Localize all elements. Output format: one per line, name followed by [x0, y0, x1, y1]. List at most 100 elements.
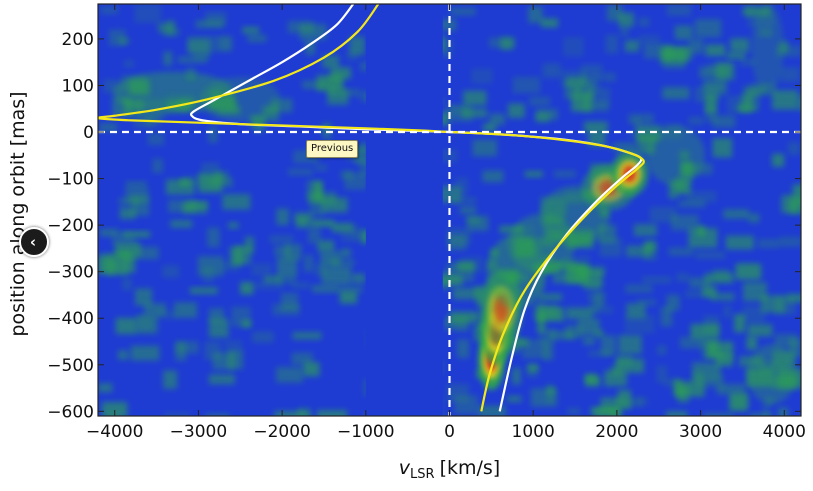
noise-cell [482, 170, 504, 183]
noise-cell [587, 280, 600, 299]
noise-cell [788, 142, 800, 155]
y-tick-label: 200 [62, 30, 94, 50]
noise-cell [335, 285, 363, 293]
noise-cell [242, 26, 260, 34]
noise-cell [462, 108, 488, 118]
noise-cell [618, 335, 642, 355]
noise-cell [305, 39, 316, 55]
noise-cell [209, 318, 229, 338]
noise-cell [177, 56, 208, 63]
noise-cell [624, 40, 640, 52]
noise-cell [263, 275, 282, 283]
noise-cell [617, 389, 632, 410]
noise-cell [308, 227, 321, 244]
noise-cell [478, 405, 506, 416]
noise-cell [589, 296, 599, 314]
noise-cell [152, 158, 163, 173]
noise-cell [628, 131, 640, 139]
noise-cell [299, 24, 327, 40]
noise-cell [674, 25, 693, 40]
noise-cell [512, 76, 541, 94]
noise-cell [588, 350, 612, 357]
noise-cell [746, 336, 758, 350]
noise-cell [792, 184, 801, 204]
noise-cell [512, 367, 521, 385]
noise-cell [173, 302, 197, 318]
previous-button[interactable]: ‹ [19, 227, 49, 257]
emission-blob-halo [751, 4, 784, 93]
noise-cell [247, 34, 267, 43]
noise-cell [163, 370, 178, 389]
noise-cell [130, 345, 160, 361]
noise-cell [692, 372, 703, 384]
noise-cell [603, 72, 616, 82]
noise-cell [702, 285, 717, 297]
noise-cell [662, 87, 690, 100]
noise-cell [443, 317, 468, 330]
noise-cell [743, 282, 767, 302]
noise-cell [163, 51, 173, 66]
noise-cell [450, 7, 476, 16]
noise-cell [208, 126, 218, 143]
noise-cell [712, 138, 733, 158]
x-axis-label-main: v [399, 457, 411, 479]
noise-cell [726, 52, 746, 59]
noise-cell [676, 273, 690, 282]
noise-cell [175, 341, 199, 354]
noise-cell [590, 406, 618, 416]
x-tick-label: 4000 [763, 422, 806, 442]
noise-cell [122, 277, 132, 291]
noise-cell [588, 131, 606, 147]
x-tick-label: 2000 [595, 422, 638, 442]
noise-cell [723, 304, 732, 319]
noise-cell [115, 317, 137, 335]
noise-cell [339, 291, 358, 304]
noise-cell [312, 285, 337, 293]
noise-cell [499, 225, 524, 234]
noise-cell [252, 331, 274, 343]
noise-cell [563, 37, 584, 57]
noise-cell [585, 376, 601, 387]
noise-cell [202, 266, 215, 283]
y-axis-label: position along orbit [mas] [7, 91, 29, 336]
noise-cell [584, 88, 611, 106]
noise-cell [121, 255, 136, 274]
noise-cell [314, 181, 323, 201]
noise-cell [314, 164, 328, 171]
noise-cell [642, 276, 672, 284]
noise-cell [217, 36, 232, 52]
axis-ticks: −4000 −3000 −2000 −1000 0 1000 2000 3000 4000200… [47, 4, 806, 442]
noise-cell [707, 63, 732, 74]
noise-cell [628, 113, 654, 124]
noise-cell [761, 403, 771, 416]
noise-cell [703, 315, 720, 334]
noise-cell [255, 281, 284, 290]
chevron-left-icon: ‹ [29, 232, 37, 251]
noise-cell [189, 287, 218, 294]
noise-cell [688, 228, 718, 248]
noise-cell [535, 112, 550, 123]
noise-cell [134, 4, 162, 23]
noise-cell [168, 199, 197, 213]
noise-cell [633, 224, 657, 237]
noise-cell [528, 6, 543, 24]
noise-cell [748, 213, 760, 223]
noise-cell [291, 352, 313, 365]
noise-cell [757, 239, 780, 249]
noise-cell [673, 379, 682, 397]
noise-cell [566, 307, 593, 320]
noise-cell [668, 247, 694, 256]
noise-cell [99, 123, 118, 132]
noise-cell [164, 412, 190, 416]
noise-cell [135, 288, 153, 306]
noise-cell [337, 89, 360, 97]
noise-cell [222, 194, 251, 210]
noise-cell [131, 196, 150, 216]
noise-cell [780, 40, 789, 53]
noise-cell [310, 219, 334, 227]
x-axis-label-unit: [km/s] [440, 457, 501, 479]
noise-cell [317, 240, 335, 252]
emission-blob-halo [200, 77, 281, 122]
noise-cell [297, 408, 311, 416]
noise-cell [565, 324, 582, 339]
